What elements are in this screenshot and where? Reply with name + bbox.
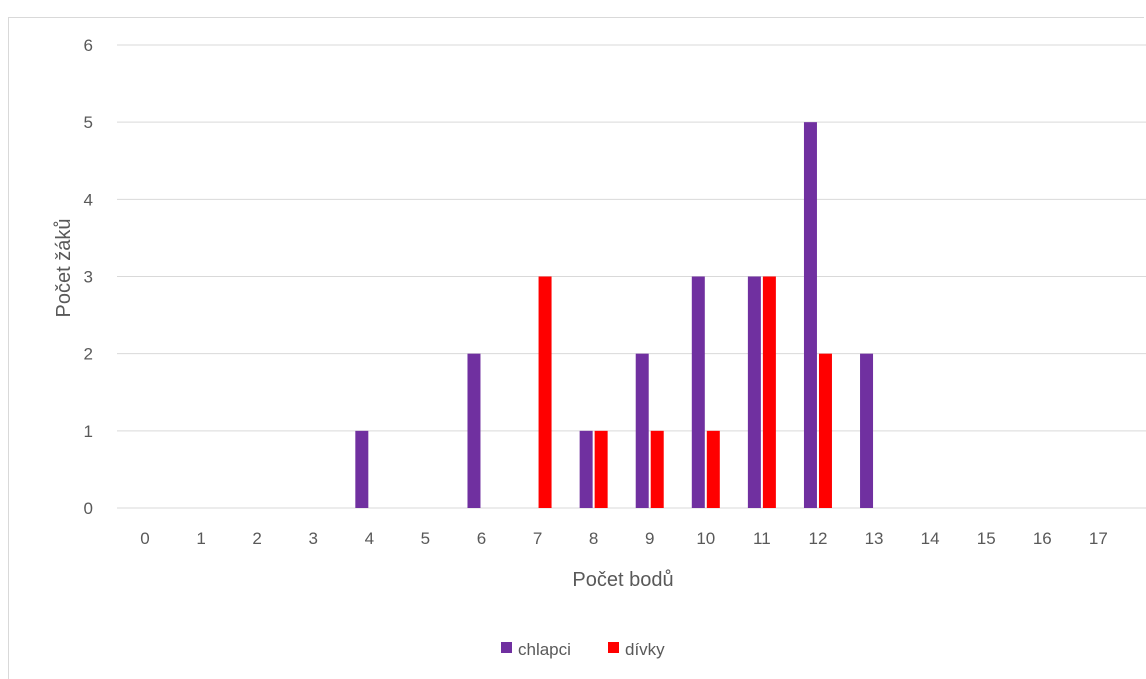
- y-tick-label: 2: [84, 345, 93, 364]
- bar-chlapci-6: [467, 353, 481, 508]
- x-tick-label: 8: [589, 529, 598, 548]
- x-tick-label: 9: [645, 529, 654, 548]
- y-tick-label: 1: [84, 422, 93, 441]
- bars: [355, 122, 874, 509]
- bar-divky-8: [594, 430, 608, 508]
- legend-label-divky: dívky: [625, 640, 665, 659]
- y-tick-label: 5: [84, 113, 93, 132]
- bar-chlapci-4: [355, 430, 369, 508]
- x-tick-label: 15: [977, 529, 996, 548]
- x-tick-label: 5: [421, 529, 430, 548]
- legend-label-chlapci: chlapci: [518, 640, 571, 659]
- bar-chlapci-10: [691, 276, 705, 508]
- legend-swatch-chlapci: [501, 642, 512, 653]
- x-tick-label: 4: [365, 529, 374, 548]
- legend: chlapci dívky: [501, 640, 665, 659]
- bar-chlapci-11: [747, 276, 761, 508]
- y-axis-title: Počet žáků: [53, 219, 75, 318]
- x-tick-label: 12: [808, 529, 827, 548]
- x-tick-label: 17: [1089, 529, 1108, 548]
- chart-frame: [8, 17, 1144, 679]
- x-tick-label: 3: [309, 529, 318, 548]
- gridlines: [117, 44, 1146, 509]
- bar-chlapci-8: [579, 430, 593, 508]
- bar-chlapci-12: [803, 122, 817, 509]
- x-axis-title: Počet bodů: [572, 569, 673, 591]
- x-tick-label: 13: [865, 529, 884, 548]
- x-tick-label: 0: [140, 529, 149, 548]
- x-tick-label: 6: [477, 529, 486, 548]
- x-tick-label: 14: [921, 529, 940, 548]
- y-tick-label: 0: [84, 499, 93, 518]
- x-axis-ticks: 0 1 2 3 4 5 6 7 8 9 10 11 12 13 14 15 16 17: [140, 529, 1108, 548]
- bar-divky-12: [818, 353, 832, 508]
- bar-divky-9: [650, 430, 664, 508]
- x-tick-label: 7: [533, 529, 542, 548]
- y-tick-label: 3: [84, 268, 93, 287]
- x-tick-label: 2: [252, 529, 261, 548]
- legend-swatch-divky: [608, 642, 619, 653]
- bar-chlapci-13: [860, 353, 874, 508]
- y-tick-label: 4: [84, 190, 93, 209]
- bar-divky-10: [706, 430, 720, 508]
- x-tick-label: 16: [1033, 529, 1052, 548]
- y-tick-label: 6: [84, 36, 93, 55]
- x-tick-label: 1: [196, 529, 205, 548]
- x-tick-label: 11: [753, 529, 771, 548]
- bar-divky-11: [762, 276, 776, 508]
- bar-divky-7: [538, 276, 552, 508]
- bar-chlapci-9: [635, 353, 649, 508]
- y-axis-ticks: 0 1 2 3 4 5 6: [84, 36, 93, 518]
- x-tick-label: 10: [696, 529, 715, 548]
